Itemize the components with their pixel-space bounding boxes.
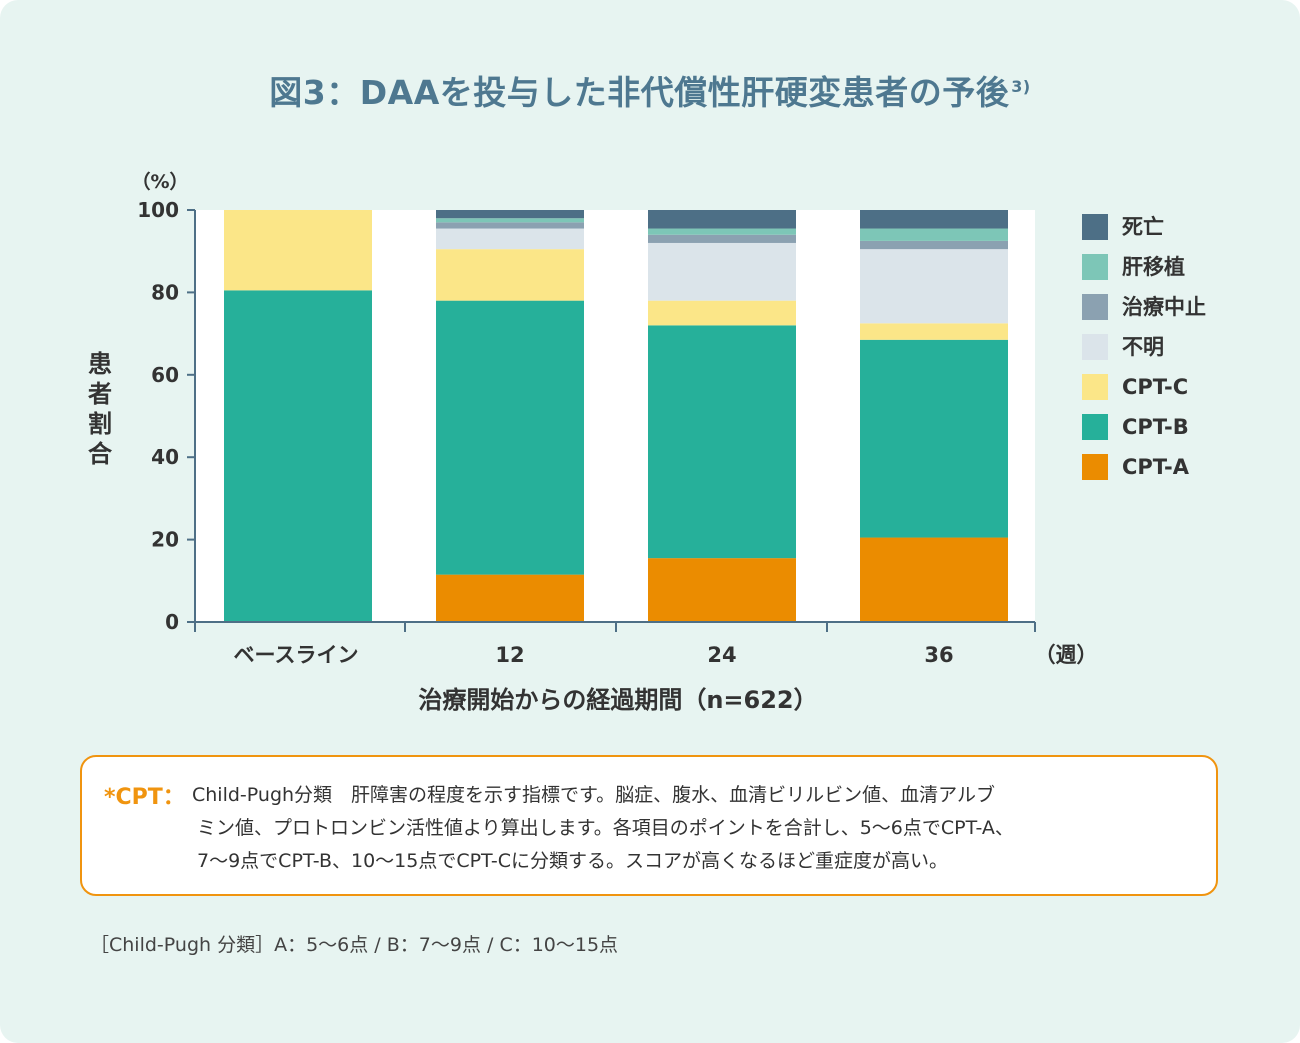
bar-segment (648, 242, 796, 301)
x-tick-label: 36 (924, 643, 953, 667)
bar-segment (648, 210, 796, 229)
bar-segment (436, 574, 584, 622)
legend-label: CPT-C (1122, 375, 1189, 399)
bar-segment (436, 300, 584, 575)
bar-segment (436, 218, 584, 223)
bar-segment (860, 323, 1008, 340)
y-tick-label: 40 (151, 445, 179, 469)
child-pugh-footer: ［Child-Pugh 分類］A：5〜6点 / B：7〜9点 / C：10〜15… (90, 934, 619, 956)
legend-label: CPT-B (1122, 415, 1189, 439)
bar-segment (860, 339, 1008, 538)
cpt-note-box: *CPT： Child-Pugh分類 肝障害の程度を示す指標です。脳症、腹水、血… (80, 755, 1218, 896)
legend-swatch (1082, 414, 1108, 440)
x-unit-label: （週） (1035, 643, 1098, 667)
y-tick-label: 20 (151, 528, 179, 552)
x-axis-title: 治療開始からの経過期間（n=622） (418, 686, 817, 714)
legend-label: 死亡 (1122, 215, 1164, 239)
stacked-bar-chart: 0 20 40 60 80 100 ベースライン 12 24 36 （%） （週） 患者割合治療開始から… (88, 170, 1098, 714)
bar-segment (860, 240, 1008, 250)
legend-label: 肝移植 (1122, 255, 1185, 279)
legend-swatch (1082, 254, 1108, 280)
legend-label: 治療中止 (1122, 295, 1206, 319)
x-tick-label: 12 (495, 643, 524, 667)
note-text: Child-Pugh分類 肝障害の程度を示す指標です。脳症、腹水、血清ビリルビン… (192, 779, 1192, 878)
legend-label: CPT-A (1122, 455, 1190, 479)
y-unit-label: （%） (131, 170, 188, 193)
x-tick-label: 24 (707, 643, 736, 667)
legend-swatch (1082, 374, 1108, 400)
bar-segment (436, 222, 584, 229)
chart-title-text: 図3：DAAを投与した非代償性肝硬変患者の予後 (269, 73, 1010, 112)
bar-segment (648, 300, 796, 326)
x-tick-label: ベースライン (234, 643, 359, 667)
bar-segment (648, 228, 796, 235)
bar-segment (860, 228, 1008, 241)
bar-segment (224, 290, 372, 622)
y-tick-label: 80 (151, 280, 179, 304)
legend-swatch (1082, 214, 1108, 240)
y-tick-label: 100 (137, 198, 179, 222)
title-reference: 3) (1011, 77, 1031, 96)
note-line-1: Child-Pugh分類 肝障害の程度を示す指標です。脳症、腹水、血清ビリルビン… (192, 784, 995, 806)
bar-segment (436, 249, 584, 301)
note-line-2: ミン値、プロトロンビン活性値より算出します。各項目のポイントを合計し、5〜6点で… (197, 817, 1014, 839)
bar-segment (224, 210, 372, 291)
legend-swatch (1082, 294, 1108, 320)
bar-segment (648, 558, 796, 622)
y-tick-label: 0 (165, 610, 179, 634)
bar-segment (648, 234, 796, 243)
bar-segment (860, 249, 1008, 324)
bar-segment (860, 210, 1008, 229)
legend-swatch (1082, 334, 1108, 360)
y-axis-title: 患者割合 (88, 350, 113, 468)
legend-label: 不明 (1122, 335, 1164, 359)
note-key: *CPT： (104, 785, 185, 810)
bar-segment (648, 325, 796, 559)
y-tick-label: 60 (151, 363, 179, 387)
bar-segment (860, 537, 1008, 622)
chart-title: 図3：DAAを投与した非代償性肝硬変患者の予後 3) (0, 66, 1300, 114)
legend-swatch (1082, 454, 1108, 480)
bar-segment (436, 228, 584, 250)
note-line-3: 7〜9点でCPT-B、10〜15点でCPT-Cに分類する。スコアが高くなるほど重… (197, 850, 949, 872)
bar-segment (436, 210, 584, 219)
